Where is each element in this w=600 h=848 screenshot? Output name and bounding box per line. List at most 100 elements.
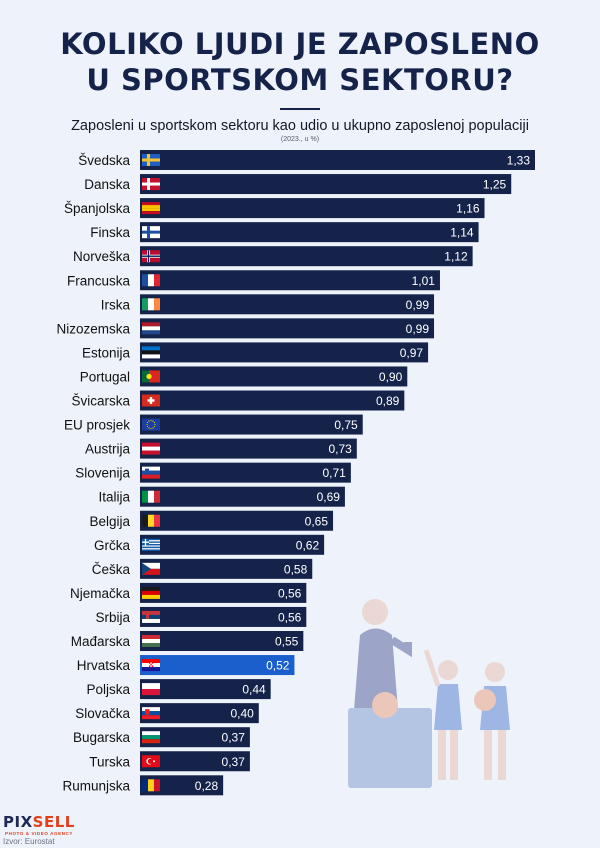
bar-24 (140, 727, 250, 748)
category-label: Belgija (89, 514, 130, 529)
bar-16 (140, 534, 325, 555)
value-label: 0,69 (317, 490, 341, 504)
value-label: 0,75 (334, 418, 358, 432)
flag-ie-icon (142, 298, 160, 311)
category-label: Estonija (82, 345, 131, 360)
value-label: 0,71 (323, 466, 347, 480)
category-label: Srbija (95, 610, 130, 625)
bar-5 (140, 270, 440, 291)
flag-sk-icon (142, 707, 160, 720)
bar-8 (140, 342, 429, 363)
value-label: 0,40 (230, 707, 254, 721)
bar-15 (140, 510, 334, 531)
bar-1 (140, 174, 512, 195)
bar-4 (140, 246, 473, 267)
category-label: EU prosjek (64, 418, 130, 433)
flag-ro-icon (142, 779, 160, 792)
category-label: Španjolska (64, 201, 131, 216)
category-label: Norveška (73, 249, 131, 264)
chart-note: (2023., u %) (280, 136, 320, 143)
bar-10 (140, 390, 405, 411)
bar-25 (140, 751, 250, 772)
bar-2 (140, 198, 485, 219)
flag-no-icon (142, 250, 160, 263)
value-label: 1,01 (412, 274, 436, 288)
value-label: 0,73 (328, 442, 352, 456)
title-line-1: KOLIKO LJUDI JE ZAPOSLENO (60, 27, 540, 61)
value-label: 1,14 (450, 226, 474, 240)
category-label: Portugal (80, 369, 130, 384)
flag-hu-icon (142, 635, 160, 647)
bar-17 (140, 558, 313, 579)
value-label: 0,65 (305, 514, 329, 528)
bar-22 (140, 679, 271, 700)
bar-9 (140, 366, 408, 387)
bar-14 (140, 486, 345, 507)
flag-fi-icon (142, 226, 160, 239)
value-label: 0,97 (400, 346, 424, 360)
category-label: Italija (98, 490, 130, 505)
flag-dk-icon (142, 178, 160, 191)
bar-6 (140, 294, 435, 315)
category-label: Turska (89, 754, 130, 769)
flag-se-icon (142, 154, 160, 166)
category-label: Danska (84, 177, 130, 192)
bar-18 (140, 582, 307, 603)
value-label: 0,99 (406, 298, 430, 312)
flag-de-icon (142, 586, 160, 599)
category-label: Bugarska (73, 730, 131, 745)
athletes-illustration (348, 599, 510, 788)
flag-at-icon (142, 442, 160, 455)
flag-nl-icon (142, 322, 160, 335)
flag-cz-icon (142, 562, 160, 575)
value-label: 1,33 (507, 154, 531, 168)
value-label: 0,56 (278, 586, 302, 600)
category-label: Austrija (85, 442, 131, 457)
value-label: 0,44 (242, 683, 266, 697)
category-label: Švedska (78, 153, 130, 168)
category-label: Njemačka (70, 586, 131, 601)
bar-19 (140, 606, 307, 627)
flag-bg-icon (142, 731, 160, 744)
category-label: Mađarska (71, 634, 131, 649)
source-note: Izvor: Eurostat (3, 837, 55, 846)
flag-ee-icon (142, 346, 160, 359)
bar-3 (140, 222, 479, 243)
value-label: 0,99 (406, 322, 430, 336)
value-label: 1,16 (456, 202, 480, 216)
category-label: Rumunjska (62, 778, 130, 793)
logo-part-1: PIX (3, 813, 33, 831)
value-label: 0,56 (278, 610, 302, 624)
value-label: 1,25 (483, 178, 507, 192)
chart-subtitle: Zaposleni u sportskom sektoru kao udio u… (71, 118, 529, 134)
bar-7 (140, 318, 435, 339)
bar-20 (140, 631, 304, 651)
value-label: 0,90 (379, 370, 403, 384)
value-label: 0,52 (266, 659, 290, 673)
value-label: 0,55 (275, 635, 299, 649)
flag-si-icon (142, 466, 160, 479)
value-label: 0,58 (284, 562, 308, 576)
flag-rs-icon (142, 610, 160, 623)
flag-pt-icon (142, 370, 160, 383)
category-label: Poljska (86, 682, 130, 697)
category-label: Češka (92, 562, 131, 577)
value-label: 0,62 (296, 538, 320, 552)
value-label: 1,12 (444, 250, 468, 264)
flag-es-icon (142, 202, 160, 215)
logo-tagline: PHOTO & VIDEO AGENCY (5, 831, 74, 836)
category-label: Nizozemska (56, 321, 130, 336)
bar-13 (140, 462, 351, 483)
flag-it-icon (142, 490, 160, 503)
bar-12 (140, 438, 357, 459)
bar-23 (140, 703, 259, 724)
category-label: Slovačka (75, 706, 130, 721)
category-label: Hrvatska (77, 658, 131, 673)
value-label: 0,28 (195, 779, 219, 793)
value-label: 0,89 (376, 394, 400, 408)
category-label: Irska (101, 297, 131, 312)
value-label: 0,37 (222, 731, 246, 745)
logo-part-2: SELL (32, 813, 75, 831)
category-label: Slovenija (75, 466, 130, 481)
